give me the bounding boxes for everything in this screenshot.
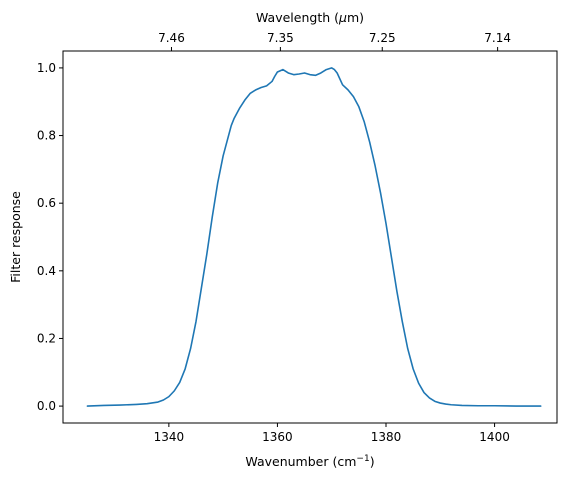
y-axis-label: Filter response bbox=[8, 191, 23, 283]
y-tick-label: 0.8 bbox=[37, 129, 56, 143]
plot-area-frame bbox=[62, 50, 558, 424]
y-tick-label: 0.6 bbox=[37, 196, 56, 210]
x-tick-label: 1400 bbox=[479, 430, 510, 444]
top-axis-ticks: 7.46 7.35 7.25 7.14 bbox=[158, 31, 511, 51]
series-line-0 bbox=[86, 67, 542, 407]
top-tick-label: 7.46 bbox=[158, 31, 185, 45]
x-tick-label: 1380 bbox=[371, 430, 402, 444]
x-tick-label: 1360 bbox=[262, 430, 293, 444]
top-axis-label: Wavelength (μm) bbox=[256, 10, 364, 25]
top-tick-label: 7.14 bbox=[484, 31, 511, 45]
y-tick-label: 0.4 bbox=[37, 264, 56, 278]
series-layer bbox=[86, 67, 542, 407]
y-tick-label: 0.2 bbox=[37, 331, 56, 345]
left-axis-ticks: 0.0 0.2 0.4 0.6 0.8 1.0 bbox=[37, 61, 63, 413]
x-axis-label: Wavenumber (cm−1) bbox=[245, 454, 374, 469]
top-tick-label: 7.35 bbox=[267, 31, 294, 45]
top-tick-label: 7.25 bbox=[369, 31, 396, 45]
y-tick-label: 1.0 bbox=[37, 61, 56, 75]
x-tick-label: 1340 bbox=[154, 430, 185, 444]
bottom-axis-ticks: 1340 1360 1380 1400 bbox=[154, 423, 510, 444]
y-tick-label: 0.0 bbox=[37, 399, 56, 413]
